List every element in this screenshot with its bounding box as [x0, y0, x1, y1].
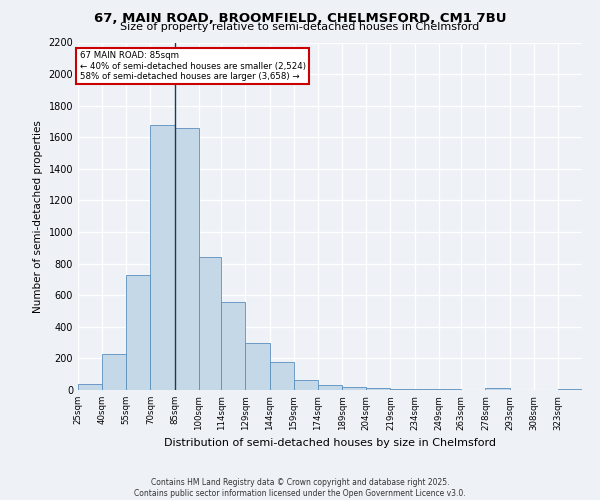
Bar	[342, 387, 366, 390]
Bar	[78, 384, 102, 390]
Bar	[221, 302, 245, 390]
Bar	[318, 386, 342, 390]
Bar	[485, 388, 509, 390]
Bar	[199, 256, 221, 390]
Bar	[151, 124, 175, 390]
Y-axis label: Number of semi-detached properties: Number of semi-detached properties	[33, 120, 43, 312]
X-axis label: Distribution of semi-detached houses by size in Chelmsford: Distribution of semi-detached houses by …	[164, 438, 496, 448]
Bar	[558, 389, 582, 390]
Bar	[102, 354, 127, 390]
Bar	[294, 380, 318, 390]
Bar	[269, 362, 294, 390]
Bar	[127, 274, 151, 390]
Bar	[245, 344, 269, 390]
Bar	[366, 388, 391, 390]
Bar	[415, 389, 439, 390]
Text: 67, MAIN ROAD, BROOMFIELD, CHELMSFORD, CM1 7BU: 67, MAIN ROAD, BROOMFIELD, CHELMSFORD, C…	[94, 12, 506, 26]
Bar	[391, 388, 415, 390]
Bar	[175, 128, 199, 390]
Text: 67 MAIN ROAD: 85sqm
← 40% of semi-detached houses are smaller (2,524)
58% of sem: 67 MAIN ROAD: 85sqm ← 40% of semi-detach…	[80, 51, 305, 81]
Text: Size of property relative to semi-detached houses in Chelmsford: Size of property relative to semi-detach…	[121, 22, 479, 32]
Text: Contains HM Land Registry data © Crown copyright and database right 2025.
Contai: Contains HM Land Registry data © Crown c…	[134, 478, 466, 498]
